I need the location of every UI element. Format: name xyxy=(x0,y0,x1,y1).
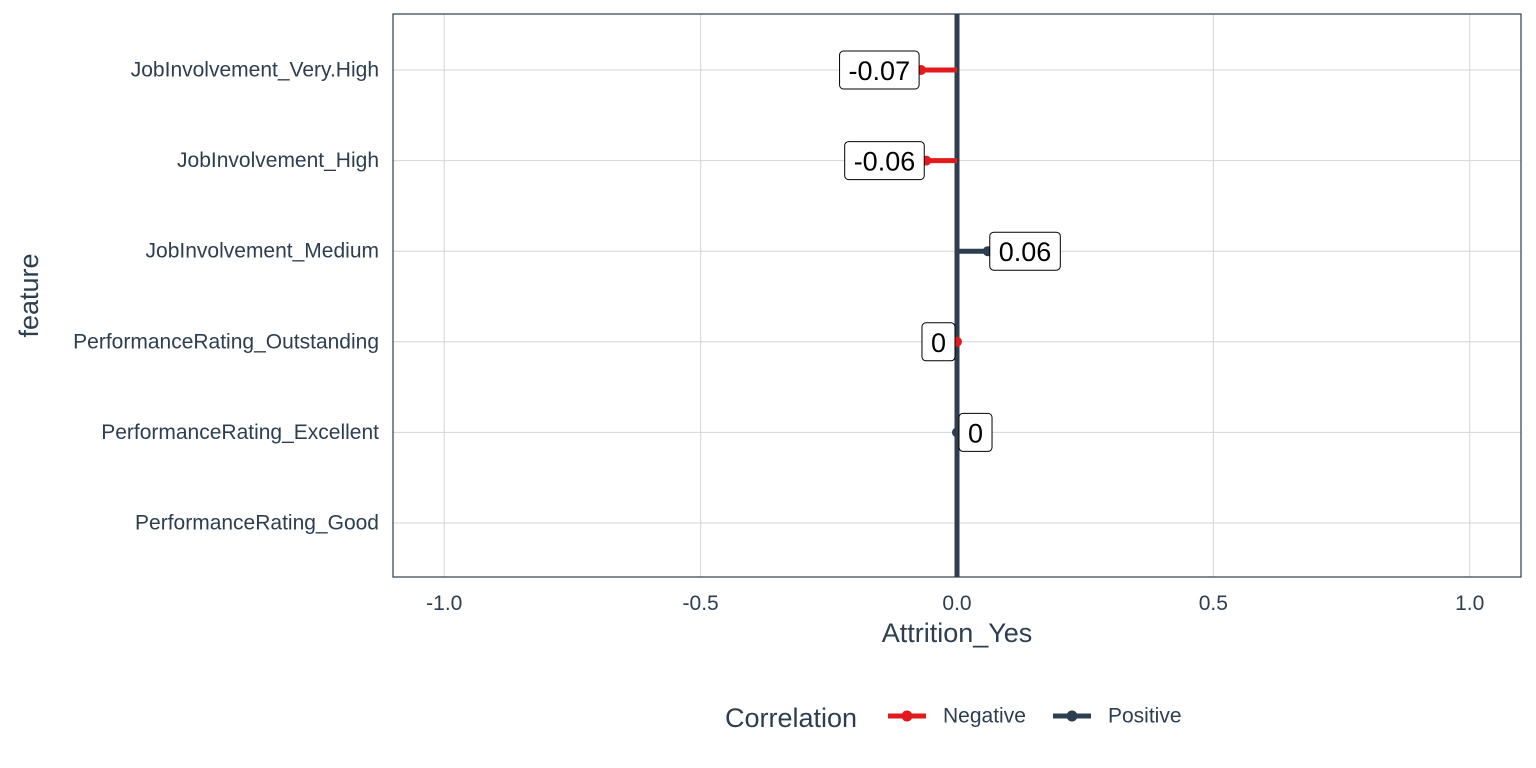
data-label-text: 0.06 xyxy=(999,237,1052,267)
legend-item: Positive xyxy=(1053,705,1182,728)
legend-label: Positive xyxy=(1108,705,1182,728)
data-label-text: 0 xyxy=(968,418,983,448)
y-axis-tick-labels: JobInvolvement_Very.High JobInvolvement_H… xyxy=(73,59,379,535)
legend-items: Negative Positive xyxy=(888,705,1182,728)
data-label-text: -0.07 xyxy=(849,56,911,86)
y-axis-title: feature xyxy=(14,253,44,337)
legend-title: Correlation xyxy=(725,703,857,733)
data-label-box xyxy=(839,50,920,90)
legend-item: Negative xyxy=(888,705,1026,728)
legend-label: Negative xyxy=(943,705,1026,728)
data-label: -0.06 xyxy=(844,141,925,181)
x-tick-label: 0.5 xyxy=(1199,592,1228,615)
y-tick-label: PerformanceRating_Excellent xyxy=(101,421,379,444)
y-tick-label: JobInvolvement_Very.High xyxy=(131,59,379,82)
x-tick-label: -1.0 xyxy=(426,592,462,615)
legend-key-point xyxy=(1066,710,1078,722)
y-tick-label: PerformanceRating_Good xyxy=(135,512,379,535)
x-axis-title: Attrition_Yes xyxy=(882,618,1033,648)
data-label-box xyxy=(844,141,925,181)
legend: Correlation Negative Positive xyxy=(725,703,1182,733)
data-label-box xyxy=(989,231,1061,271)
data-label: 0 xyxy=(921,322,956,362)
x-axis-tick-labels: -1.0 -0.5 0.0 0.5 1.0 xyxy=(426,592,1484,615)
x-tick-label: 1.0 xyxy=(1455,592,1484,615)
x-tick-label: 0.0 xyxy=(942,592,971,615)
data-label-text: 0 xyxy=(931,328,946,358)
data-label-text: -0.06 xyxy=(854,147,916,177)
y-tick-label: PerformanceRating_Outstanding xyxy=(73,330,379,353)
data-label: -0.07 xyxy=(839,50,920,90)
y-tick-label: JobInvolvement_High xyxy=(177,149,379,172)
data-label: 0 xyxy=(958,412,993,452)
data-label: 0.06 xyxy=(989,231,1061,271)
data-labels: -0.07 -0.06 0.06 0 0 xyxy=(839,50,1061,452)
legend-key-point xyxy=(901,710,913,722)
data-label-box xyxy=(921,322,956,362)
y-tick-label: JobInvolvement_Medium xyxy=(146,240,379,263)
data-label-box xyxy=(958,412,993,452)
x-tick-label: -0.5 xyxy=(683,592,719,615)
